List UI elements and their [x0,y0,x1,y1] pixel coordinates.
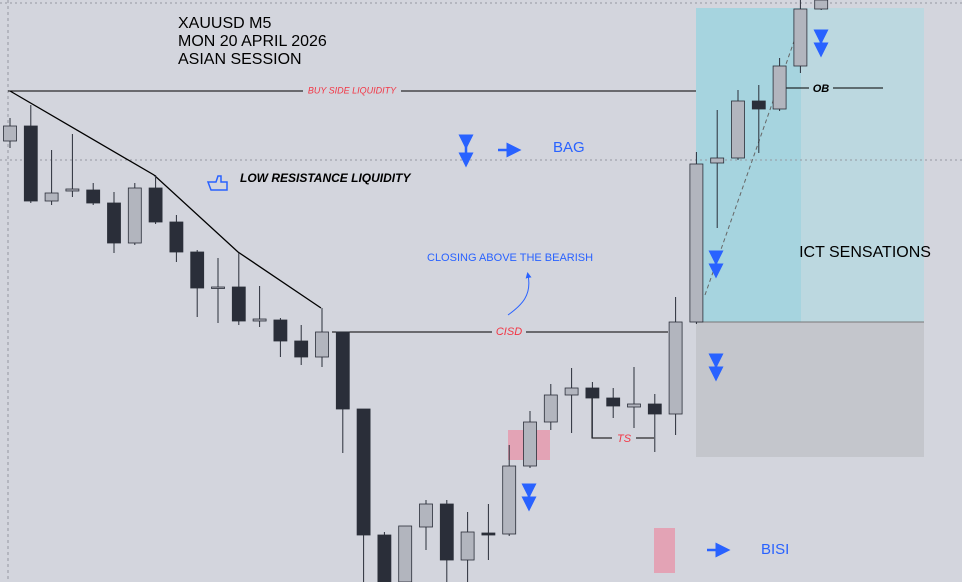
candle-body [481,532,496,536]
candle-body [460,531,475,561]
candle-body [419,503,433,528]
candle-body [585,387,600,399]
dashed-line [704,9,806,296]
candle-body [793,8,808,67]
candle-body [523,421,537,467]
candle-body [627,403,641,408]
candle-body [606,397,621,407]
ict-label: ICT SENSATIONS [799,244,931,261]
candle-body [148,187,163,223]
hand-icon [206,175,228,191]
candle-body [86,189,101,204]
candle-body [127,187,142,244]
candle-body [377,534,392,582]
candle-body [731,100,745,159]
zone [696,322,924,457]
candle-body [502,465,517,535]
candle-body [710,157,725,164]
ts-label: TS [617,433,632,445]
zone [801,8,924,322]
bsl-label: BUY SIDE LIQUIDITY [308,85,397,95]
candle-body [65,188,80,192]
candle-body [315,331,329,358]
label-bg [612,431,636,445]
title-line: MON 20 APRIL 2026 [178,33,327,50]
candles [3,0,829,582]
candle-body [543,394,558,423]
candle-body [335,331,350,410]
candle-body [814,0,829,10]
imbalance [654,528,675,573]
trendline [9,90,322,309]
label-bg [809,81,833,95]
candle-body [564,387,579,396]
title-line: XAUUSD M5 [178,15,271,32]
candle-body [647,403,662,415]
candle-body [190,251,205,289]
label-bg [492,325,526,339]
bag-label: BAG [553,139,585,156]
cisd-label: CISD [496,326,522,338]
label-bg [303,84,401,98]
candle-body [398,525,413,582]
bisi-label: BISI [761,541,789,558]
candle-body [3,125,17,142]
candle-body [294,340,309,358]
candle-body [211,286,225,289]
candle-body [107,202,121,244]
candle-body [439,503,454,561]
candle-body [689,163,704,323]
title-line: ASIAN SESSION [178,51,302,68]
lrl-label: LOW RESISTANCE LIQUIDITY [240,171,411,185]
candle-body [231,286,246,322]
ob-label: OB [813,83,830,95]
candle-body [252,318,267,322]
closing-label: CLOSING ABOVE THE BEARISH [427,252,593,264]
candle-body [169,221,184,253]
arrows [206,29,829,558]
candle-body [668,321,683,415]
candle-body [772,65,787,110]
candle-body [356,408,371,536]
curved-arrow [507,272,532,316]
candle-body [273,319,288,342]
candle-body [751,100,766,110]
candle-body [23,125,38,202]
candle-body [44,192,59,202]
